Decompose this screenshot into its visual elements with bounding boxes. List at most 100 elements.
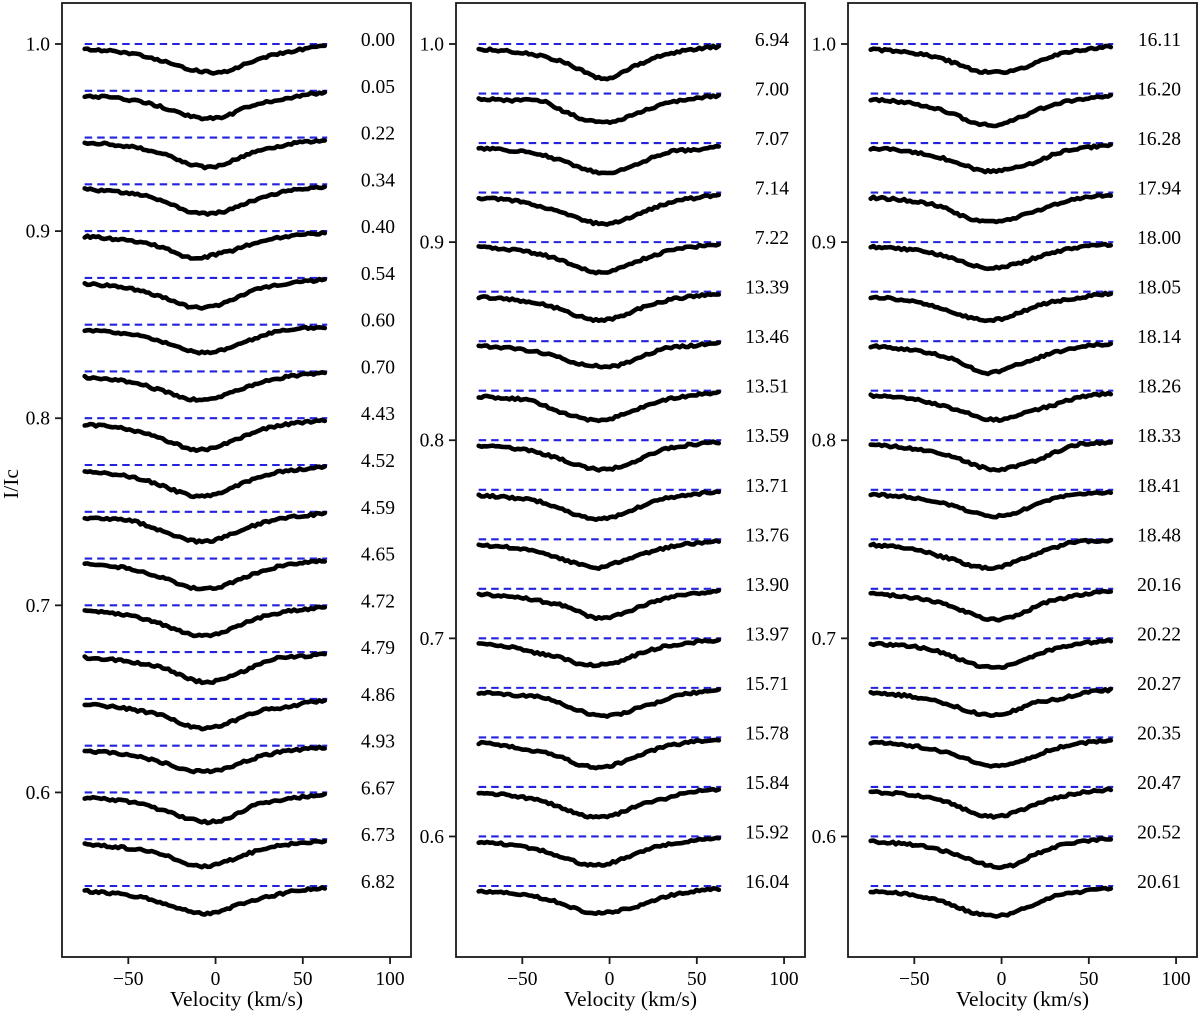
observed-profile bbox=[82, 138, 328, 171]
observed-profile bbox=[82, 558, 328, 592]
observed-profile bbox=[82, 43, 328, 76]
phase-label: 15.78 bbox=[745, 723, 789, 744]
observed-profile bbox=[82, 370, 328, 403]
observed-profile bbox=[476, 489, 722, 522]
observed-profile bbox=[476, 143, 722, 176]
observed-profile bbox=[476, 43, 722, 82]
y-tick-label: 0.6 bbox=[812, 827, 837, 848]
y-tick-label: 1.0 bbox=[812, 35, 836, 56]
y-tick-label: 0.7 bbox=[812, 629, 837, 650]
phase-label: 0.05 bbox=[361, 77, 395, 98]
observed-profile bbox=[82, 510, 328, 545]
observed-profile bbox=[476, 242, 722, 276]
observed-profile bbox=[868, 390, 1114, 423]
phase-label: 0.22 bbox=[361, 124, 395, 145]
phase-label: 18.14 bbox=[1137, 327, 1181, 348]
phase-label: 6.94 bbox=[755, 30, 789, 51]
observed-profile bbox=[868, 192, 1114, 225]
spectral-panel: 1.0 0.9 0.8 0.7 0.6 −50 0 50 100 Velocity (km/s) 0… bbox=[26, 2, 412, 1011]
phase-label: 16.20 bbox=[1137, 80, 1181, 101]
y-tick-label: 0.8 bbox=[26, 409, 50, 430]
spectral-panel: 1.0 0.9 0.8 0.7 0.6 −50 0 50 100 Velocity (km/s) 1… bbox=[812, 2, 1198, 1011]
observed-profile bbox=[868, 92, 1114, 129]
phase-label: 7.14 bbox=[755, 179, 789, 200]
phase-label: 13.97 bbox=[745, 624, 789, 645]
observed-profile bbox=[476, 737, 722, 771]
y-axis-label: I/Ic bbox=[0, 469, 23, 499]
x-axis-label: Velocity (km/s) bbox=[564, 987, 697, 1011]
phase-label: 17.94 bbox=[1137, 179, 1181, 200]
y-tick-label: 1.0 bbox=[420, 35, 444, 56]
phase-label: 4.43 bbox=[361, 404, 395, 425]
x-tick-label: 100 bbox=[375, 969, 404, 990]
observed-profile bbox=[82, 276, 328, 311]
phase-label: 18.33 bbox=[1137, 426, 1181, 447]
y-tick-label: 1.0 bbox=[26, 35, 50, 56]
observed-profile bbox=[476, 92, 722, 125]
observed-profile bbox=[868, 885, 1114, 919]
observed-profile bbox=[82, 698, 328, 732]
phase-label: 0.54 bbox=[361, 264, 395, 285]
phase-label: 20.61 bbox=[1137, 872, 1181, 893]
x-tick-label: 50 bbox=[687, 969, 707, 990]
observed-profile bbox=[82, 184, 328, 217]
phase-label: 13.59 bbox=[745, 426, 789, 447]
observed-profile bbox=[476, 291, 722, 324]
observed-profile bbox=[868, 537, 1114, 571]
phase-label: 6.67 bbox=[361, 778, 395, 799]
phase-label: 20.27 bbox=[1137, 674, 1181, 695]
phase-label: 13.46 bbox=[745, 327, 789, 348]
observed-profile bbox=[82, 651, 328, 686]
phase-label: 7.22 bbox=[755, 228, 789, 249]
observed-profile bbox=[476, 687, 722, 719]
x-tick-label: −50 bbox=[507, 969, 538, 990]
x-tick-label: −50 bbox=[113, 969, 144, 990]
y-tick-label: 0.9 bbox=[812, 233, 836, 254]
observed-profile bbox=[868, 686, 1114, 718]
phase-label: 4.59 bbox=[361, 498, 395, 519]
phase-label: 4.79 bbox=[361, 638, 395, 659]
y-tick-label: 0.9 bbox=[420, 233, 444, 254]
observed-profile bbox=[82, 324, 328, 356]
phase-label: 20.16 bbox=[1137, 575, 1181, 596]
phase-label: 4.52 bbox=[361, 451, 395, 472]
x-axis-label: Velocity (km/s) bbox=[170, 987, 303, 1011]
x-tick-label: −50 bbox=[899, 969, 930, 990]
observed-profile bbox=[868, 439, 1114, 473]
observed-profile bbox=[476, 786, 722, 820]
observed-profile bbox=[476, 389, 722, 424]
phase-label: 15.71 bbox=[745, 674, 789, 695]
y-tick-label: 0.6 bbox=[420, 827, 445, 848]
observed-profile bbox=[82, 90, 328, 122]
panel-border bbox=[61, 2, 412, 958]
observed-profile bbox=[868, 786, 1114, 820]
x-tick-label: 100 bbox=[769, 969, 798, 990]
observed-profile bbox=[476, 835, 722, 868]
observed-profile bbox=[476, 439, 722, 473]
observed-profile bbox=[82, 230, 328, 261]
y-tick-label: 0.7 bbox=[26, 596, 51, 617]
phase-label: 7.07 bbox=[755, 129, 789, 150]
phase-label: 15.92 bbox=[745, 822, 789, 843]
observed-profile bbox=[476, 588, 722, 622]
phase-label: 4.65 bbox=[361, 545, 395, 566]
y-tick-label: 0.9 bbox=[26, 222, 50, 243]
phase-label: 7.00 bbox=[755, 80, 789, 101]
observed-profile bbox=[868, 341, 1114, 377]
phase-label: 4.72 bbox=[361, 591, 395, 612]
observed-profile bbox=[476, 538, 722, 571]
spectral-panel: 1.0 0.9 0.8 0.7 0.6 −50 0 50 100 Velocity (km/s) 6… bbox=[420, 2, 806, 1011]
observed-profile bbox=[476, 886, 722, 916]
y-tick-label: 0.8 bbox=[420, 431, 444, 452]
x-tick-label: 0 bbox=[997, 969, 1007, 990]
x-axis-label: Velocity (km/s) bbox=[956, 987, 1089, 1011]
phase-label: 20.22 bbox=[1137, 624, 1181, 645]
x-tick-label: 100 bbox=[1161, 969, 1190, 990]
phase-label: 13.76 bbox=[745, 525, 789, 546]
phase-label: 16.04 bbox=[745, 872, 789, 893]
phase-label: 18.05 bbox=[1137, 278, 1181, 299]
observed-profile bbox=[868, 489, 1114, 520]
observed-profile bbox=[82, 417, 328, 453]
phase-label: 0.34 bbox=[361, 170, 395, 191]
